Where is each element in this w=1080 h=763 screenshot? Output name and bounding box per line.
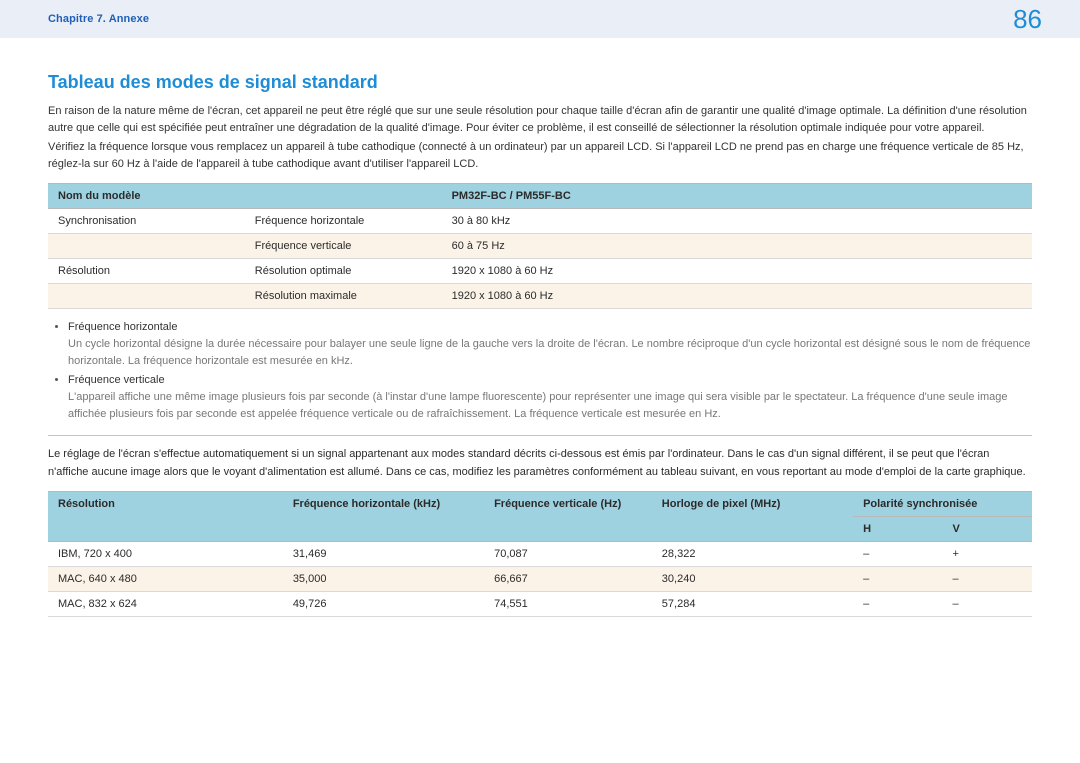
th-model-value: PM32F-BC / PM55F-BC [442,184,1032,209]
th-polarity-group: Polarité synchronisée [853,491,1032,516]
intro-paragraph-2: Vérifiez la fréquence lorsque vous rempl… [48,139,1032,173]
between-paragraph: Le réglage de l'écran s'effectue automat… [48,446,1032,480]
table-cell: Synchronisation [48,209,245,234]
page-header: Chapitre 7. Annexe 86 [0,0,1080,38]
table-cell [48,284,245,309]
chapter-label: Chapitre 7. Annexe [48,13,149,25]
table-cell: 35,000 [283,566,484,591]
table-cell: – [943,591,1032,616]
definition-title: Fréquence horizontale [68,319,1032,336]
table-cell: 1920 x 1080 à 60 Hz [442,259,1032,284]
th-model-name: Nom du modèle [48,184,245,209]
page-content: Tableau des modes de signal standard En … [0,38,1080,617]
table-row: MAC, 832 x 62449,72674,55157,284–– [48,591,1032,616]
table-cell: 57,284 [652,591,853,616]
table-cell: – [853,541,942,566]
table-cell: – [853,566,942,591]
table-cell: 30 à 80 kHz [442,209,1032,234]
table-cell: 60 à 75 Hz [442,234,1032,259]
table-cell: 31,469 [283,541,484,566]
th-hfreq: Fréquence horizontale (kHz) [283,491,484,541]
table-cell: 1920 x 1080 à 60 Hz [442,284,1032,309]
signal-mode-table: Résolution Fréquence horizontale (kHz) F… [48,491,1032,617]
definition-item: Fréquence horizontaleUn cycle horizontal… [68,319,1032,370]
table-row: IBM, 720 x 40031,46970,08728,322–+ [48,541,1032,566]
table-row: SynchronisationFréquence horizontale30 à… [48,209,1032,234]
page-number: 86 [1013,4,1042,35]
definition-title: Fréquence verticale [68,372,1032,389]
table-cell: Résolution optimale [245,259,442,284]
table-row: MAC, 640 x 48035,00066,66730,240–– [48,566,1032,591]
definition-body: Un cycle horizontal désigne la durée néc… [68,336,1032,370]
th-vfreq: Fréquence verticale (Hz) [484,491,652,541]
table-cell: – [943,566,1032,591]
table-cell: MAC, 640 x 480 [48,566,283,591]
th-pixelclock: Horloge de pixel (MHz) [652,491,853,541]
table-cell: – [853,591,942,616]
table-cell: Fréquence verticale [245,234,442,259]
table-cell: + [943,541,1032,566]
table-row: Fréquence verticale60 à 75 Hz [48,234,1032,259]
table-cell: MAC, 832 x 624 [48,591,283,616]
table-header-row: Résolution Fréquence horizontale (kHz) F… [48,491,1032,516]
th-empty [245,184,442,209]
table-cell: 70,087 [484,541,652,566]
th-polarity-h: H [853,516,942,541]
definition-box: Fréquence horizontaleUn cycle horizontal… [48,319,1032,436]
definition-item: Fréquence verticaleL'appareil affiche un… [68,372,1032,423]
model-spec-table: Nom du modèle PM32F-BC / PM55F-BC Synchr… [48,183,1032,309]
definition-body: L'appareil affiche une même image plusie… [68,389,1032,423]
table-cell: 30,240 [652,566,853,591]
table-row: Résolution maximale1920 x 1080 à 60 Hz [48,284,1032,309]
table-cell: 66,667 [484,566,652,591]
table-cell: 28,322 [652,541,853,566]
table-cell [48,234,245,259]
th-polarity-v: V [943,516,1032,541]
table-cell: 49,726 [283,591,484,616]
intro-paragraph-1: En raison de la nature même de l'écran, … [48,103,1032,137]
th-resolution: Résolution [48,491,283,541]
table-cell: Résolution maximale [245,284,442,309]
table-cell: Résolution [48,259,245,284]
table-cell: Fréquence horizontale [245,209,442,234]
table-row: RésolutionRésolution optimale1920 x 1080… [48,259,1032,284]
table-cell: 74,551 [484,591,652,616]
section-title: Tableau des modes de signal standard [48,72,1032,93]
table-header-row: Nom du modèle PM32F-BC / PM55F-BC [48,184,1032,209]
table-cell: IBM, 720 x 400 [48,541,283,566]
